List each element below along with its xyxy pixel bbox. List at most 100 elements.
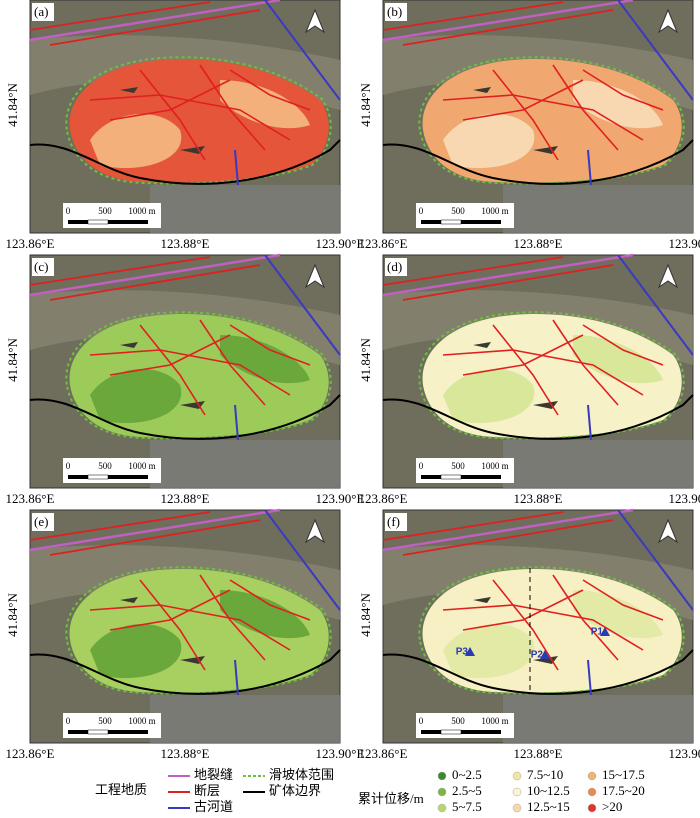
displacement-patch — [90, 368, 182, 424]
legend-label: 2.5~5 — [452, 783, 482, 798]
scale-bar-label: 0 — [66, 716, 71, 726]
point-marker — [600, 627, 610, 636]
landslide-extent — [418, 566, 685, 695]
fault — [462, 334, 584, 376]
fault — [89, 349, 291, 396]
fault — [29, 1, 261, 46]
scale-bar-half — [440, 474, 462, 480]
paleochannel — [587, 509, 694, 696]
legend-label: 0~2.5 — [452, 767, 482, 782]
fault — [492, 69, 559, 161]
legend-swatch — [512, 787, 522, 797]
orebody-boundary — [29, 394, 341, 440]
panel-label: (f) — [387, 514, 400, 529]
scale-bar-label: 0 — [419, 461, 424, 471]
lon-label: 123.90°E — [669, 236, 700, 251]
displacement-patch — [443, 113, 535, 169]
legend-label: 矿体边界 — [269, 783, 321, 798]
scale-bar-label: 0 — [66, 461, 71, 471]
orebody-boundary — [382, 649, 694, 695]
scale-bar-label: 1000 m — [481, 206, 508, 216]
point-marker — [540, 650, 550, 659]
fault — [109, 589, 231, 631]
landslide-extent — [418, 56, 685, 185]
lon-label: 123.88°E — [161, 236, 210, 251]
legend-label: 15~17.5 — [602, 767, 645, 782]
urban-area — [150, 185, 340, 233]
lon-label: 123.88°E — [514, 236, 563, 251]
urban-area — [150, 440, 340, 488]
fault — [109, 79, 231, 121]
panel-label: (a) — [34, 4, 48, 19]
fault — [229, 579, 311, 621]
lon-label: 123.88°E — [161, 491, 210, 506]
scale-bar-label: 1000 m — [481, 461, 508, 471]
panel-label: (d) — [387, 259, 402, 274]
scale-bar-label: 1000 m — [128, 461, 155, 471]
fault — [582, 324, 664, 366]
legend-swatch — [437, 803, 447, 813]
lon-label: 123.86°E — [359, 746, 408, 761]
north-arrow — [657, 8, 679, 34]
map-panel: (e) 0 500 1000 m — [29, 508, 341, 744]
legend-label: 地裂缝 — [194, 767, 233, 782]
lon-label: 123.90°E — [669, 491, 700, 506]
panel-label: (c) — [34, 259, 48, 274]
fault — [89, 604, 291, 651]
orebody-boundary — [382, 394, 694, 440]
landslide-extent — [418, 311, 685, 440]
paleochannel — [587, 0, 694, 186]
fault — [89, 94, 291, 141]
lon-label: 123.86°E — [359, 236, 408, 251]
paleochannel — [234, 509, 341, 696]
landslide-extent — [65, 311, 332, 440]
legend-label: 滑坡体范围 — [269, 767, 334, 782]
lon-label: 123.88°E — [161, 746, 210, 761]
fault — [109, 334, 231, 376]
scale-bar-label: 1000 m — [128, 716, 155, 726]
displacement-patch — [90, 113, 182, 169]
fault — [492, 324, 559, 416]
fault — [582, 69, 664, 111]
legend-label: >20 — [602, 799, 622, 813]
point-label: P1 — [591, 627, 604, 638]
fault — [29, 511, 261, 556]
fault — [552, 64, 619, 151]
map-panel: (f) 0 500 1000 m P1 P2 P3 — [382, 508, 694, 744]
lat-label: 41.84°N — [358, 337, 373, 381]
legend-label: 7.5~10 — [527, 767, 563, 782]
fault — [582, 579, 664, 621]
scale-bar-half — [440, 219, 462, 225]
fault — [382, 511, 614, 556]
panel-label: (b) — [387, 4, 402, 19]
panel-label-bg — [32, 513, 54, 531]
legend-label: 10~12.5 — [527, 783, 570, 798]
panel-label-bg — [32, 258, 54, 276]
fault — [382, 256, 614, 301]
fault — [492, 579, 559, 671]
paleochannel — [587, 254, 694, 441]
legend-swatch — [437, 771, 447, 781]
lat-label: 41.84°N — [5, 337, 20, 381]
north-arrow — [657, 518, 679, 544]
fault — [442, 94, 644, 141]
lat-label: 41.84°N — [5, 592, 20, 636]
orebody-boundary — [382, 139, 694, 185]
ground-fissure — [382, 0, 634, 42]
displacement-patch — [573, 80, 663, 129]
scale-bar-label: 0 — [66, 206, 71, 216]
displacement-patch — [220, 80, 310, 129]
scale-bar-label: 500 — [98, 716, 112, 726]
north-arrow — [304, 263, 326, 289]
orebody-boundary — [29, 649, 341, 695]
panel-label-bg — [385, 258, 407, 276]
lon-label: 123.86°E — [6, 746, 55, 761]
legend-label: 17.5~20 — [602, 783, 645, 798]
displacement-patch — [443, 368, 535, 424]
urban-area — [150, 695, 340, 743]
scale-bar-label: 500 — [451, 206, 465, 216]
fault — [229, 69, 311, 111]
panel-label-bg — [385, 3, 407, 21]
ground-fissure — [29, 253, 281, 297]
